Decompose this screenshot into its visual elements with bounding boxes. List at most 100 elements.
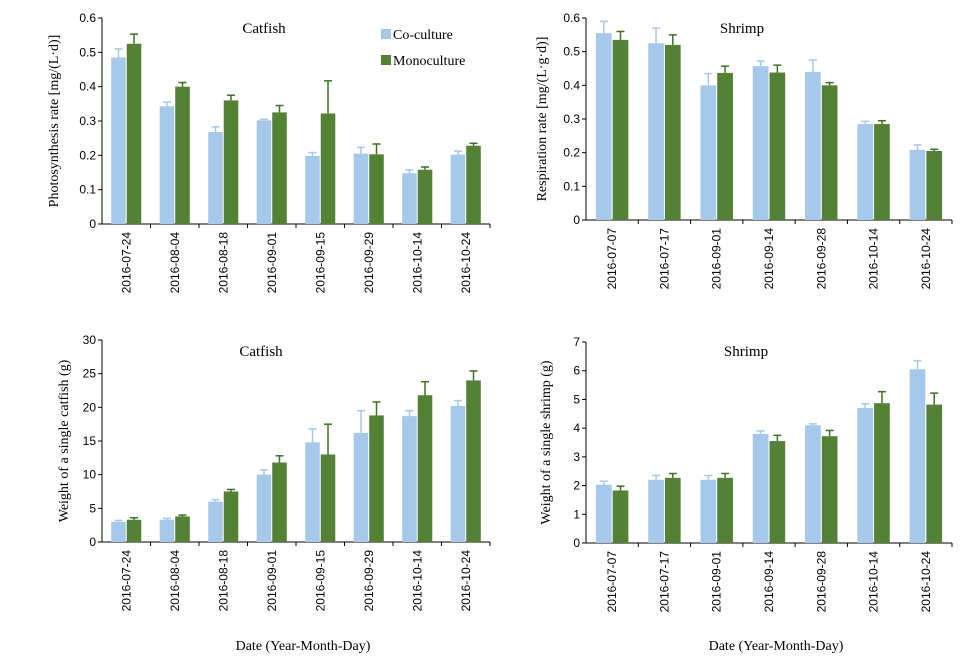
bar-co-culture [256,474,272,542]
x-tick-label: 2016-10-24 [919,228,933,290]
x-tick-label: 2016-10-14 [867,228,881,290]
x-tick-label: 2016-10-24 [919,551,933,613]
bar-monoculture [926,150,943,220]
bar-co-culture [159,106,175,224]
bar-monoculture [769,72,786,220]
legend-label-monoculture: Monoculture [393,54,465,69]
y-tick-label: 25 [83,367,97,381]
x-tick-label: 2016-09-01 [265,550,279,612]
bar-co-culture [111,521,126,542]
x-tick-label: 2016-08-18 [216,232,230,294]
x-tick-label: 2016-08-18 [216,550,230,612]
panel-shrimp-weight: 0 1 2 3 4 5 6 7 2016-07-07 2016-07-17 2016-09-01 20… [539,335,953,613]
bar-co-culture [648,479,664,543]
x-tick-label: 2016-09-14 [762,551,776,613]
bar-monoculture [272,462,287,542]
bar-monoculture [369,415,384,542]
bar-co-culture [700,479,717,543]
bar-co-culture [595,484,612,543]
bar-co-culture [450,154,466,224]
bar-co-culture [256,120,272,224]
bar-monoculture [417,169,433,224]
bar-co-culture [857,408,874,543]
x-tick-label: 2016-07-17 [657,551,671,613]
x-tick-label: 2016-10-14 [867,551,881,613]
x-tick-label: 2016-09-15 [313,550,327,612]
bar-co-culture [402,416,417,542]
y-tick-label: 0 [89,535,96,549]
bar-co-culture [648,43,664,220]
bar-co-culture [752,433,769,543]
bar-co-culture [208,131,223,224]
x-tick-label: 2016-09-14 [762,228,776,290]
bar-monoculture [821,436,838,543]
bar-co-culture [208,501,223,542]
x-tick-label: 2016-07-07 [605,228,619,290]
x-tick-label: 2016-10-14 [410,232,424,294]
bar-monoculture [664,44,681,220]
bar-co-culture [305,442,320,542]
x-tick-label: 2016-10-24 [459,232,473,294]
x-tick-label: 2016-10-14 [410,550,424,612]
bar-monoculture [126,43,142,224]
y-tick-label: 0.1 [79,183,96,197]
y-tick-label: 30 [83,333,97,347]
y-tick-label: 0.2 [79,148,96,162]
y-tick-label: 0 [89,217,96,231]
y-tick-label: 0.6 [563,11,580,25]
x-tick-label: 2016-09-29 [362,550,376,612]
bar-monoculture [175,86,190,225]
x-tick-label: 2016-09-01 [265,232,279,294]
y-tick-label: 0.3 [563,112,580,126]
y-tick-label: 0 [573,213,580,227]
bar-monoculture [769,441,786,543]
bar-co-culture [805,71,821,220]
panel-catfish-photosynthesis: 0 0.1 0.2 0.3 0.4 0.5 0.6 2016-07-24 2016-08-04 2… [47,11,491,294]
x-tick-label: 2016-09-28 [814,551,828,613]
panel-title: Shrimp [724,344,768,360]
x-tick-label: 2016-07-07 [605,551,619,613]
y-tick-label: 0.4 [79,80,96,94]
y-tick-label: 3 [573,450,580,464]
bar-monoculture [612,490,629,543]
bar-monoculture [874,403,890,543]
x-tick-label: 2016-09-28 [814,228,828,290]
y-tick-label: 15 [83,434,97,448]
y-tick-label: 7 [573,335,580,349]
y-tick-label: 0.4 [563,78,580,92]
y-tick-label: 0.6 [79,11,96,25]
y-tick-label: 0.5 [79,45,96,59]
panel-title: Catfish [239,344,283,360]
x-tick-label: 2016-09-15 [313,232,327,294]
bar-monoculture [223,100,239,224]
y-tick-label: 1 [573,507,580,521]
bar-co-culture [402,173,417,224]
x-axis-label-right: Date (Year-Month-Day) [709,639,844,654]
y-tick-label: 0.2 [563,146,580,160]
bar-co-culture [353,153,369,224]
y-tick-label: 6 [573,364,580,378]
bar-monoculture [417,395,433,542]
x-tick-label: 2016-10-24 [459,550,473,612]
bar-monoculture [717,72,733,220]
y-tick-label: 0.3 [79,114,96,128]
bar-monoculture [126,519,142,542]
legend: Co-culture Monoculture [381,28,465,69]
bar-co-culture [353,432,369,542]
bar-monoculture [320,454,336,542]
bar-co-culture [595,33,612,221]
bar-co-culture [700,85,717,220]
legend-swatch-monoculture [381,55,391,65]
bar-monoculture [369,154,384,224]
bar-co-culture [159,519,175,542]
bar-co-culture [450,405,466,542]
x-tick-label: 2016-08-04 [168,232,182,294]
legend-swatch-co-culture [381,29,391,39]
bar-co-culture [111,57,126,224]
bar-monoculture [664,477,681,543]
bar-monoculture [272,112,287,224]
bar-co-culture [909,369,926,543]
bar-monoculture [926,404,943,543]
x-tick-label: 2016-08-04 [168,550,182,612]
